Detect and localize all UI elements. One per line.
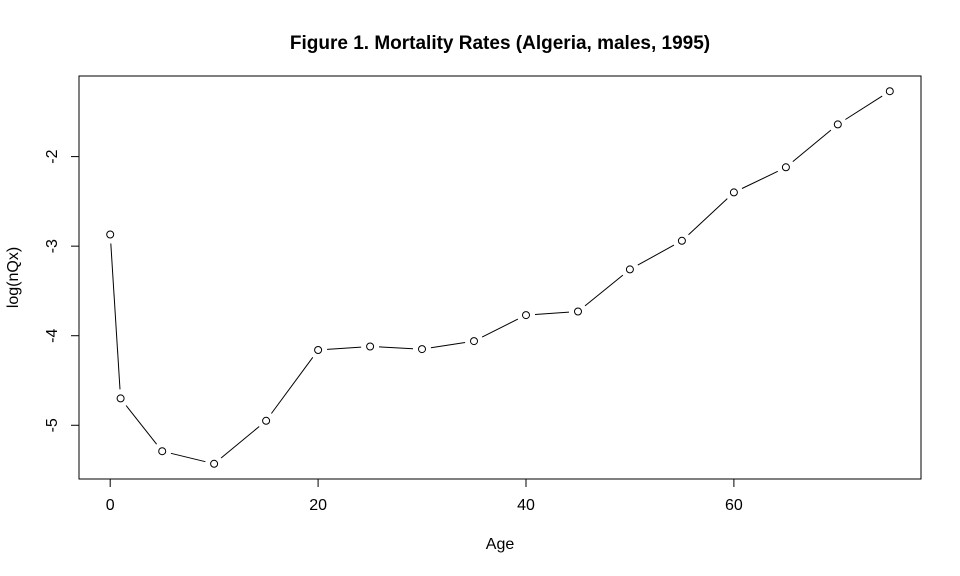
- series-segment: [637, 244, 675, 266]
- series-segment: [688, 198, 728, 236]
- series-segment: [220, 426, 260, 459]
- data-point-marker: [625, 265, 634, 274]
- data-point-marker: [158, 447, 167, 456]
- data-point-marker: [314, 346, 323, 354]
- data-point-marker: [781, 163, 790, 172]
- series-segment: [110, 243, 121, 390]
- series-segment: [845, 95, 883, 120]
- data-point-marker: [366, 342, 375, 351]
- y-axis-label: log(nQx): [5, 247, 22, 308]
- x-tick-label: 60: [725, 497, 743, 514]
- x-tick-label: 40: [517, 497, 535, 514]
- x-axis-ticks: 0 20 40 60: [106, 479, 743, 514]
- series-data-points: [106, 87, 894, 468]
- data-point-marker: [574, 307, 582, 316]
- series-segment: [170, 452, 206, 463]
- series-segment: [534, 311, 570, 315]
- chart-title: Figure 1. Mortality Rates (Algeria, male…: [290, 33, 710, 54]
- x-tick-label: 20: [309, 497, 327, 514]
- plot-border-box: [78, 75, 922, 480]
- series-segment: [125, 405, 157, 445]
- data-point-marker: [262, 416, 271, 425]
- data-point-marker: [470, 337, 478, 346]
- series-segment: [270, 357, 314, 414]
- y-tick-label: -4: [44, 329, 61, 343]
- data-point-marker: [729, 188, 738, 197]
- series-segment: [741, 170, 779, 189]
- y-axis-ticks: -5 -4 -3 -2: [44, 149, 79, 432]
- x-tick-label: 0: [106, 497, 115, 514]
- x-axis-label: Age: [486, 536, 515, 553]
- data-point-marker: [522, 311, 530, 320]
- data-point-marker: [210, 459, 219, 468]
- series-line-segments: [110, 95, 883, 463]
- y-tick-label: -3: [44, 239, 61, 253]
- y-tick-label: -2: [44, 149, 61, 163]
- series-segment: [584, 274, 624, 307]
- y-tick-label: -5: [44, 418, 61, 432]
- data-point-marker: [418, 345, 426, 354]
- data-point-marker: [677, 236, 686, 245]
- series-segment: [327, 346, 362, 350]
- series-segment: [481, 318, 519, 338]
- data-point-marker: [833, 120, 842, 129]
- data-point-marker: [106, 230, 115, 239]
- data-point-marker: [116, 394, 125, 403]
- series-segment: [378, 346, 414, 350]
- series-segment: [430, 342, 466, 349]
- series-segment: [792, 129, 832, 162]
- data-point-marker: [885, 87, 894, 96]
